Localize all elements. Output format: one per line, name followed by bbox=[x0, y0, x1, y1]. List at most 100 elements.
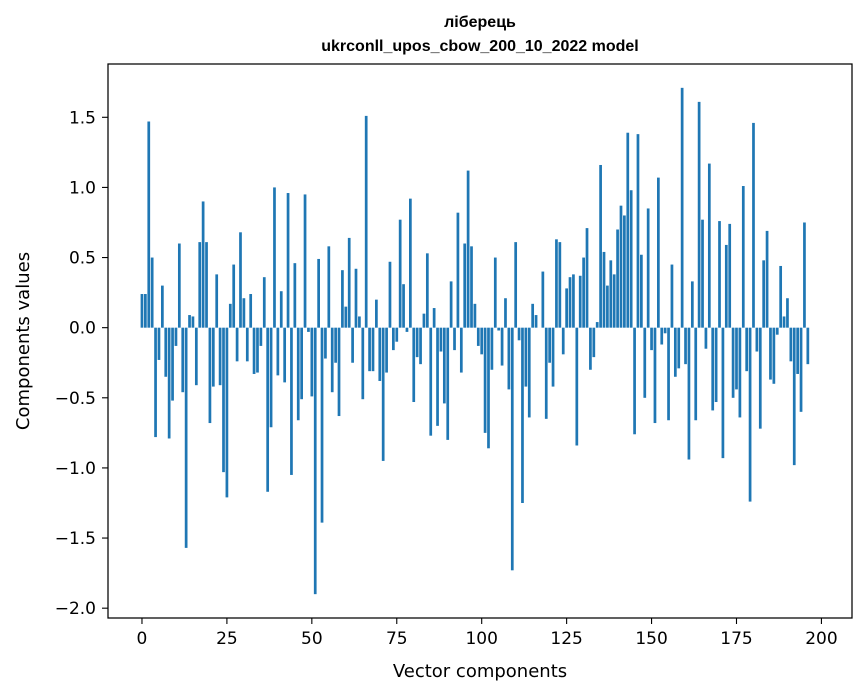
bar-128 bbox=[575, 327, 579, 446]
bar-74 bbox=[392, 327, 395, 351]
bar-164 bbox=[697, 101, 701, 328]
bar-12 bbox=[181, 327, 185, 393]
bar-101 bbox=[483, 327, 487, 433]
bar-133 bbox=[592, 327, 596, 358]
bar-142 bbox=[623, 215, 626, 328]
bar-45 bbox=[293, 263, 297, 328]
bar-149 bbox=[646, 208, 650, 328]
bar-159 bbox=[680, 87, 684, 328]
bar-176 bbox=[738, 327, 742, 418]
bar-80 bbox=[412, 327, 416, 403]
bar-154 bbox=[663, 327, 667, 334]
bar-3 bbox=[150, 257, 154, 328]
bars-group bbox=[140, 87, 810, 595]
x-tick-label: 100 bbox=[465, 629, 497, 649]
bar-95 bbox=[463, 243, 467, 328]
y-tick-label: 1.0 bbox=[69, 178, 96, 198]
bar-43 bbox=[286, 193, 290, 328]
bar-184 bbox=[765, 230, 769, 328]
bar-120 bbox=[548, 327, 551, 363]
bar-7 bbox=[164, 327, 168, 377]
bar-125 bbox=[565, 288, 568, 328]
bar-27 bbox=[232, 264, 236, 328]
y-tick-label: −2.0 bbox=[55, 599, 96, 619]
bar-14 bbox=[188, 315, 191, 328]
bar-85 bbox=[429, 327, 433, 436]
bar-137 bbox=[606, 285, 609, 328]
plot-frame bbox=[107, 63, 853, 619]
bar-78 bbox=[405, 327, 409, 332]
bar-28 bbox=[235, 327, 239, 362]
x-axis-label: Vector components bbox=[393, 661, 567, 682]
bar-172 bbox=[724, 244, 728, 328]
bar-22 bbox=[215, 274, 219, 328]
bar-36 bbox=[262, 277, 266, 328]
bar-8 bbox=[167, 327, 171, 439]
bar-121 bbox=[551, 327, 555, 387]
bar-63 bbox=[354, 268, 358, 328]
bar-37 bbox=[266, 327, 270, 492]
bar-2 bbox=[147, 121, 151, 328]
bar-141 bbox=[619, 205, 623, 328]
bar-57 bbox=[334, 327, 337, 363]
bar-194 bbox=[799, 327, 803, 412]
x-tick-label: 0 bbox=[137, 629, 148, 649]
bar-75 bbox=[395, 327, 399, 342]
bar-136 bbox=[602, 251, 606, 328]
y-tick-label: 0.0 bbox=[69, 319, 96, 339]
bar-67 bbox=[368, 327, 371, 372]
x-tick-label: 150 bbox=[635, 629, 667, 649]
bar-19 bbox=[205, 242, 208, 328]
bar-183 bbox=[762, 260, 766, 328]
bar-148 bbox=[643, 327, 647, 398]
bar-160 bbox=[684, 327, 687, 365]
bar-54 bbox=[324, 327, 327, 359]
bar-177 bbox=[741, 186, 745, 328]
bar-147 bbox=[640, 254, 643, 328]
bar-60 bbox=[344, 306, 348, 328]
bar-179 bbox=[748, 327, 752, 502]
bar-87 bbox=[436, 327, 439, 426]
bar-118 bbox=[541, 271, 545, 328]
bar-1 bbox=[144, 294, 147, 328]
bar-29 bbox=[239, 232, 242, 328]
bar-163 bbox=[694, 327, 698, 421]
bar-140 bbox=[616, 229, 619, 328]
bar-93 bbox=[456, 212, 460, 328]
bar-52 bbox=[317, 258, 320, 328]
bar-171 bbox=[721, 327, 725, 459]
bar-180 bbox=[752, 122, 755, 328]
bar-153 bbox=[660, 327, 664, 345]
bar-39 bbox=[273, 187, 276, 328]
bar-26 bbox=[228, 303, 232, 328]
chart-subtitle: ukrconll_upos_cbow_200_10_2022 model bbox=[321, 38, 638, 55]
bar-32 bbox=[249, 294, 253, 328]
bar-113 bbox=[524, 327, 528, 387]
bar-73 bbox=[388, 261, 392, 328]
bar-99 bbox=[476, 327, 480, 346]
bar-109 bbox=[510, 327, 514, 571]
bar-65 bbox=[361, 327, 365, 400]
bar-191 bbox=[789, 327, 793, 362]
bar-53 bbox=[320, 327, 324, 523]
bar-186 bbox=[772, 327, 776, 384]
bar-116 bbox=[534, 315, 538, 328]
x-tick-label: 75 bbox=[386, 629, 408, 649]
bar-105 bbox=[497, 327, 501, 331]
bar-61 bbox=[347, 237, 351, 328]
bar-161 bbox=[687, 327, 691, 460]
y-tick-label: 1.5 bbox=[69, 108, 96, 128]
bar-162 bbox=[690, 281, 694, 328]
bar-82 bbox=[419, 327, 422, 365]
x-tick-label: 175 bbox=[720, 629, 752, 649]
bar-138 bbox=[609, 260, 613, 328]
bar-188 bbox=[779, 265, 783, 328]
bar-30 bbox=[242, 298, 246, 328]
bar-169 bbox=[714, 327, 718, 403]
bar-115 bbox=[531, 303, 535, 328]
bar-167 bbox=[707, 163, 711, 328]
x-tick-label: 50 bbox=[301, 629, 323, 649]
bar-156 bbox=[670, 264, 674, 328]
bar-145 bbox=[633, 327, 636, 435]
bar-46 bbox=[296, 327, 300, 421]
